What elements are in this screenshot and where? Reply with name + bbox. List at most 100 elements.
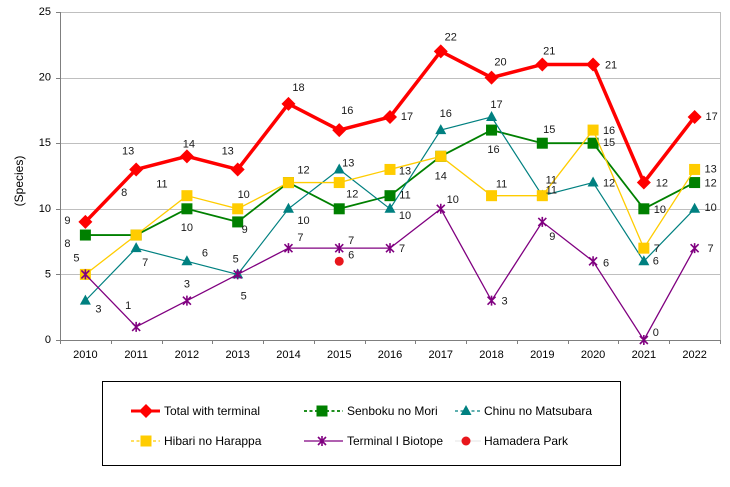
data-label-senboku-no-mori-2019: 15 xyxy=(543,124,555,136)
data-label-total-with-terminal-2011: 13 xyxy=(122,145,134,157)
data-label-terminal-i-biotope-2014: 7 xyxy=(297,232,303,244)
marker-senboku-no-mori-2019 xyxy=(536,137,548,149)
marker-hibari-no-harappa-2013 xyxy=(232,203,244,215)
data-label-terminal-i-biotope-2015: 7 xyxy=(348,235,354,247)
marker-hibari-no-harappa-2015 xyxy=(333,177,345,189)
marker-hibari-no-harappa-2012 xyxy=(181,190,193,202)
data-label-total-with-terminal-2022: 17 xyxy=(705,111,717,123)
legend-marker-senboku-no-mori xyxy=(316,405,328,417)
data-label-total-with-terminal-2016: 17 xyxy=(401,111,413,123)
x-tick-label-2016: 2016 xyxy=(378,349,402,361)
x-tick-label-2017: 2017 xyxy=(429,349,453,361)
marker-chinu-no-matsubara-2021 xyxy=(638,255,650,266)
data-label-chinu-no-matsubara-2012: 6 xyxy=(202,247,208,259)
legend-label-senboku-no-mori: Senboku no Mori xyxy=(347,404,438,418)
marker-total-with-terminal-2011 xyxy=(129,162,144,177)
marker-terminal-i-biotope-2013 xyxy=(233,269,243,280)
data-label-chinu-no-matsubara-2013: 5 xyxy=(233,253,239,265)
legend-label-terminal-i-biotope: Terminal I Biotope xyxy=(347,434,443,448)
x-tick-label-2015: 2015 xyxy=(327,349,351,361)
y-tick-label-5: 5 xyxy=(45,268,51,280)
marker-chinu-no-matsubara-2017 xyxy=(435,124,447,135)
marker-total-with-terminal-2010 xyxy=(78,214,93,229)
data-label-senboku-no-mori-2022: 12 xyxy=(704,178,716,190)
legend-item-terminal-i-biotope: Terminal I Biotope xyxy=(304,434,443,448)
legend-label-hibari-no-harappa: Hibari no Harappa xyxy=(164,434,262,448)
marker-total-with-terminal-2014 xyxy=(281,96,296,111)
y-tick-label-0: 0 xyxy=(45,334,51,346)
marker-hibari-no-harappa-2019 xyxy=(536,190,548,202)
y-tick-label-15: 15 xyxy=(39,137,51,149)
legend-item-chinu-no-matsubara: Chinu no Matsubara xyxy=(455,404,592,418)
marker-senboku-no-mori-2015 xyxy=(333,203,345,215)
x-tick-label-2019: 2019 xyxy=(530,349,554,361)
data-label-total-with-terminal-2015: 16 xyxy=(341,105,353,117)
marker-total-with-terminal-2013 xyxy=(230,162,245,177)
marker-terminal-i-biotope-2010 xyxy=(80,269,90,280)
marker-hamadera-park-2015 xyxy=(334,256,344,266)
data-label-senboku-no-mori-2018: 16 xyxy=(487,144,499,156)
marker-hibari-no-harappa-2011 xyxy=(130,229,142,241)
legend-item-hibari-no-harappa: Hibari no Harappa xyxy=(131,434,262,448)
data-label-hamadera-park-2015: 6 xyxy=(348,249,354,261)
marker-chinu-no-matsubara-2016 xyxy=(384,202,396,213)
marker-senboku-no-mori-2020 xyxy=(587,137,599,149)
data-label-chinu-no-matsubara-2022: 10 xyxy=(704,202,716,214)
data-label-total-with-terminal-2012: 14 xyxy=(183,138,195,150)
data-label-hibari-no-harappa-2015: 12 xyxy=(346,189,358,201)
data-label-total-with-terminal-2021: 12 xyxy=(656,178,668,190)
marker-total-with-terminal-2016 xyxy=(383,109,397,124)
data-label-hibari-no-harappa-2010: 5 xyxy=(73,252,79,264)
data-label-terminal-i-biotope-2012: 3 xyxy=(184,279,190,291)
marker-chinu-no-matsubara-2010 xyxy=(79,294,91,305)
data-label-senboku-no-mori-2014: 12 xyxy=(297,165,309,177)
marker-chinu-no-matsubara-2018 xyxy=(486,110,498,121)
marker-terminal-i-biotope-2020 xyxy=(588,256,598,267)
data-label-total-with-terminal-2017: 22 xyxy=(445,31,457,43)
x-tick-label-2021: 2021 xyxy=(632,349,656,361)
marker-total-with-terminal-2022 xyxy=(687,109,702,124)
marker-total-with-terminal-2015 xyxy=(332,123,347,138)
y-axis-title: (Species) xyxy=(12,156,26,207)
data-label-chinu-no-matsubara-2017: 16 xyxy=(440,108,452,120)
data-label-chinu-no-matsubara-2010: 3 xyxy=(95,304,101,316)
data-label-senboku-no-mori-2020: 15 xyxy=(603,137,615,149)
legend: Total with terminal Senboku no Mori Chinu … xyxy=(102,381,621,466)
data-label-total-with-terminal-2018: 20 xyxy=(494,57,506,69)
legend-marker-hibari-no-harappa xyxy=(140,435,152,447)
data-label-chinu-no-matsubara-2016: 10 xyxy=(399,210,411,222)
data-label-terminal-i-biotope-2021: 0 xyxy=(653,327,659,339)
data-label-hibari-no-harappa-2020: 16 xyxy=(603,125,615,137)
x-tick-label-2022: 2022 xyxy=(682,349,706,361)
legend-box xyxy=(102,381,621,466)
marker-senboku-no-mori-2018 xyxy=(486,124,498,136)
marker-hibari-no-harappa-2022 xyxy=(689,163,701,175)
series-layer xyxy=(78,44,702,345)
data-label-chinu-no-matsubara-2021: 6 xyxy=(653,255,659,267)
marker-terminal-i-biotope-2022 xyxy=(690,243,700,254)
marker-total-with-terminal-2012 xyxy=(179,149,194,164)
data-label-chinu-no-matsubara-2019: 11 xyxy=(546,185,557,197)
series-hamadera-park xyxy=(334,256,344,266)
legend-item-total-with-terminal: Total with terminal xyxy=(131,404,260,418)
marker-total-with-terminal-2017 xyxy=(433,44,448,59)
data-label-hibari-no-harappa-2016: 13 xyxy=(399,165,411,177)
x-tick-label-2018: 2018 xyxy=(479,349,503,361)
legend-label-chinu-no-matsubara: Chinu no Matsubara xyxy=(484,404,592,418)
data-label-hibari-no-harappa-2012: 11 xyxy=(156,179,167,191)
marker-hibari-no-harappa-2021 xyxy=(638,242,650,254)
data-label-terminal-i-biotope-2011: 1 xyxy=(125,300,131,312)
data-label-senboku-no-mori-2012: 10 xyxy=(181,222,193,234)
marker-senboku-no-mori-2013 xyxy=(232,216,244,228)
x-tick-label-2012: 2012 xyxy=(175,349,199,361)
data-label-senboku-no-mori-2016: 11 xyxy=(399,190,410,202)
marker-terminal-i-biotope-2012 xyxy=(182,295,192,306)
data-label-terminal-i-biotope-2017: 10 xyxy=(447,194,459,206)
data-label-chinu-no-matsubara-2020: 12 xyxy=(603,178,615,190)
marker-terminal-i-biotope-2014 xyxy=(283,243,294,254)
data-label-terminal-i-biotope-2018: 3 xyxy=(501,296,507,308)
legend-marker-chinu-no-matsubara xyxy=(460,405,472,415)
data-label-terminal-i-biotope-2019: 9 xyxy=(549,231,555,243)
